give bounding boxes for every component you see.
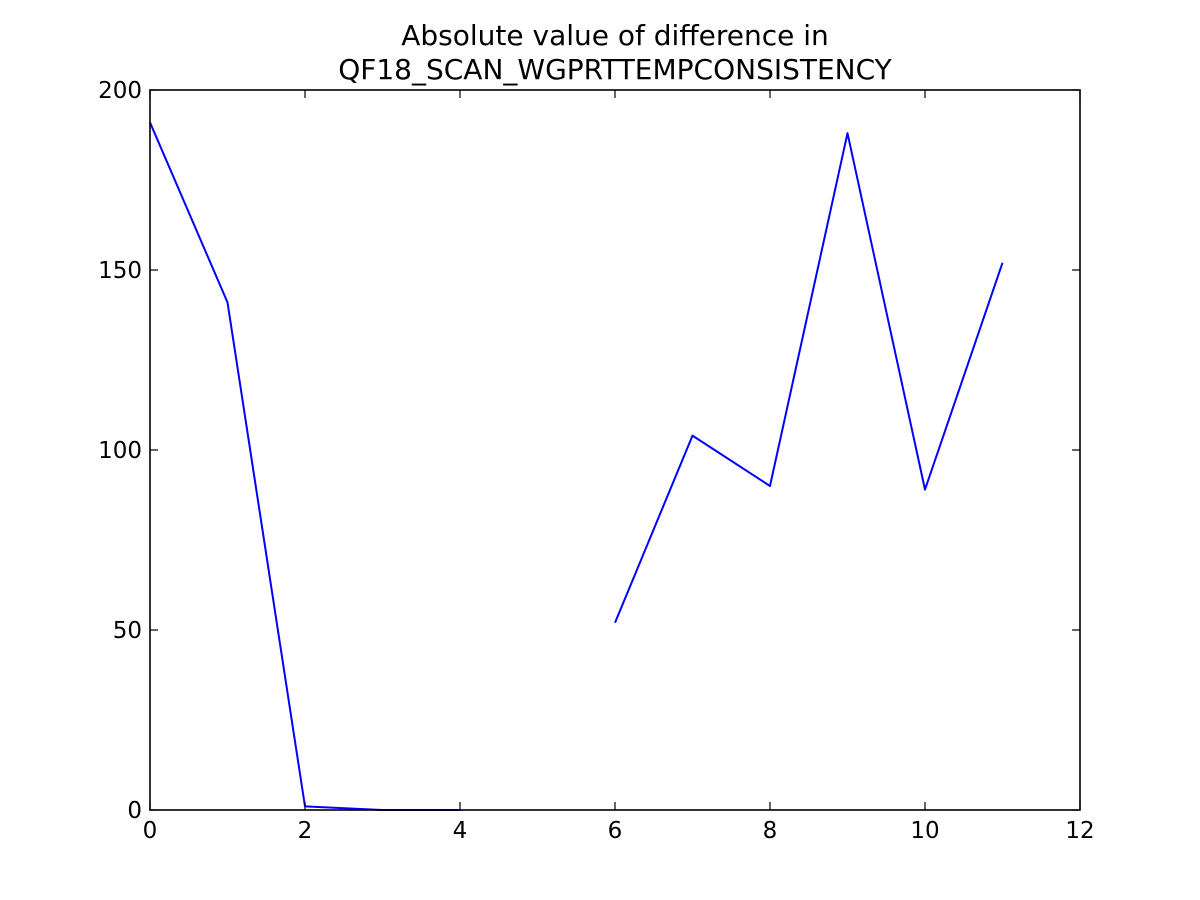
series-line-segment [614, 132, 1004, 624]
x-tick-label: 8 [763, 818, 778, 844]
x-tick-label: 4 [453, 818, 468, 844]
ticks-layer: 0 2 4 6 8 10 12 0 50 100 150 200 [98, 78, 1095, 844]
x-tick-label: 6 [608, 818, 623, 844]
y-tick-label: 150 [98, 258, 142, 284]
y-tick-label: 100 [98, 438, 142, 464]
series-layer [149, 122, 1004, 811]
x-tick-label: 12 [1065, 818, 1094, 844]
chart-title-line-2: QF18_SCAN_WGPRTTEMPCONSISTENCY [338, 53, 892, 86]
x-tick-label: 0 [143, 818, 158, 844]
y-tick-label: 50 [113, 618, 142, 644]
x-tick-label: 10 [910, 818, 939, 844]
x-tick-label: 2 [298, 818, 313, 844]
y-tick-label: 0 [127, 798, 142, 824]
chart-title-line-1: Absolute value of difference in [401, 19, 829, 52]
axes-frame [149, 89, 1081, 811]
series-line-segment [149, 122, 460, 811]
y-tick-label: 200 [98, 78, 142, 104]
